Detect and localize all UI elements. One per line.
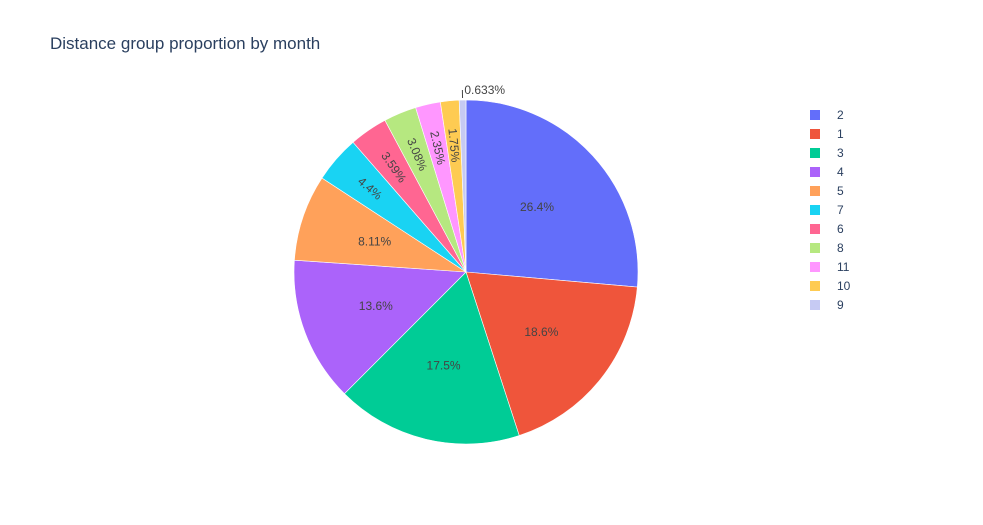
pie-slice-2[interactable]	[465, 99, 639, 288]
legend-swatch	[810, 261, 820, 272]
legend-item-3[interactable]: 3	[810, 143, 850, 162]
slice-label-4: 13.6%	[359, 299, 393, 313]
legend-swatch	[810, 109, 820, 120]
legend-item-1[interactable]: 1	[810, 124, 850, 143]
legend-item-5[interactable]: 5	[810, 181, 850, 200]
legend-label: 8	[837, 240, 844, 255]
legend-label: 7	[837, 202, 844, 217]
legend-swatch	[810, 147, 820, 158]
pie-slice-9[interactable]	[458, 99, 467, 273]
slice-label-5: 8.11%	[358, 234, 391, 248]
legend-swatch	[810, 128, 820, 139]
slice-label-2: 26.4%	[520, 200, 554, 214]
legend-item-6[interactable]: 6	[810, 219, 850, 238]
legend-label: 4	[837, 164, 844, 179]
legend-swatch	[810, 204, 820, 215]
legend-label: 1	[837, 126, 844, 141]
legend-label: 11	[837, 259, 850, 274]
pie-slice-3[interactable]	[344, 271, 520, 445]
legend-item-8[interactable]: 8	[810, 238, 850, 257]
legend-label: 6	[837, 221, 844, 236]
legend-label: 5	[837, 183, 844, 198]
legend-swatch	[810, 299, 820, 310]
legend-swatch	[810, 185, 820, 196]
legend: 2 1 3 4 5 7 6 8 11 10 9	[810, 105, 850, 314]
pie-slice-5[interactable]	[294, 177, 468, 273]
slice-label-1: 18.6%	[524, 325, 558, 339]
chart-title: Distance group proportion by month	[50, 34, 321, 53]
legend-label: 3	[837, 145, 844, 160]
legend-label: 9	[837, 297, 844, 312]
pie-slice-4[interactable]	[293, 259, 467, 395]
legend-swatch	[810, 242, 820, 253]
legend-label: 2	[837, 107, 844, 122]
legend-item-10[interactable]: 10	[810, 276, 850, 295]
legend-item-4[interactable]: 4	[810, 162, 850, 181]
slice-label-10: 1.75%	[445, 128, 462, 164]
legend-label: 10	[837, 278, 851, 293]
pie-slice-1[interactable]	[465, 271, 638, 436]
legend-item-2[interactable]: 2	[810, 105, 850, 124]
legend-item-9[interactable]: 9	[810, 295, 850, 314]
slice-label-9: 0.633%	[464, 83, 505, 97]
legend-item-7[interactable]: 7	[810, 200, 850, 219]
slice-label-3: 17.5%	[427, 359, 461, 373]
legend-swatch	[810, 223, 820, 234]
legend-swatch	[810, 280, 820, 291]
legend-swatch	[810, 166, 820, 177]
legend-item-11[interactable]: 11	[810, 257, 850, 276]
